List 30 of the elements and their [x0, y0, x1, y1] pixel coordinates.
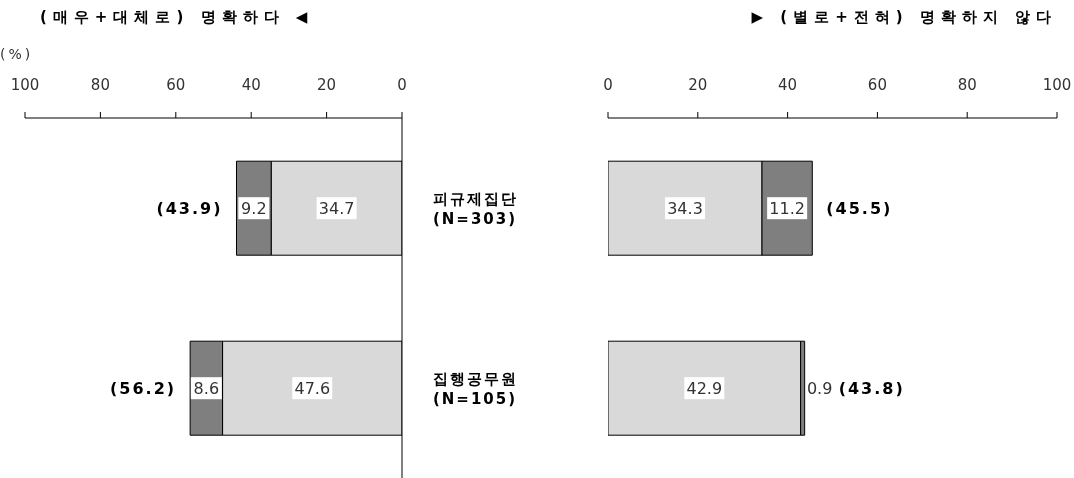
x-tick-label: 100 [1042, 76, 1072, 94]
x-axis-title: (%) [0, 46, 34, 62]
x-tick-label: 60 [166, 76, 186, 94]
data-label: 9.2 [241, 199, 267, 219]
x-tick-label: 80 [90, 76, 110, 94]
data-label: 0.9 [806, 379, 833, 399]
x-tick-label: 100 [10, 76, 40, 94]
data-label: 11.2 [769, 199, 805, 219]
data-label: 47.6 [294, 379, 331, 399]
data-label: 34.7 [318, 199, 355, 219]
x-tick-label: 40 [241, 76, 261, 94]
data-label: 42.9 [686, 379, 723, 399]
chart-title: (매우+대체로) 명확하다 ◀ [40, 8, 315, 27]
x-tick-label: 0 [397, 76, 407, 94]
total-label: (56.2) [110, 379, 177, 399]
x-tick-label: 0 [603, 76, 613, 94]
y-tick-label: 집행공무원 (N=105) [432, 370, 518, 408]
x-tick-label: 20 [688, 76, 708, 94]
total-label: (43.8) [838, 379, 905, 399]
x-tick-label: 60 [867, 76, 887, 94]
data-label: 8.6 [193, 379, 220, 399]
x-tick-label: 20 [317, 76, 337, 94]
total-label: (43.9) [156, 199, 223, 219]
bar [608, 340, 802, 436]
data-label: 34.3 [667, 199, 703, 219]
x-tick-label: 40 [778, 76, 798, 94]
total-label: (45.5) [826, 199, 893, 219]
x-tick-label: 80 [957, 76, 977, 94]
y-tick-label: 피규제집단 (N=303) [432, 190, 518, 228]
chart-title: ▶ (별로+전혀) 명확하지 않다 [750, 8, 1057, 27]
